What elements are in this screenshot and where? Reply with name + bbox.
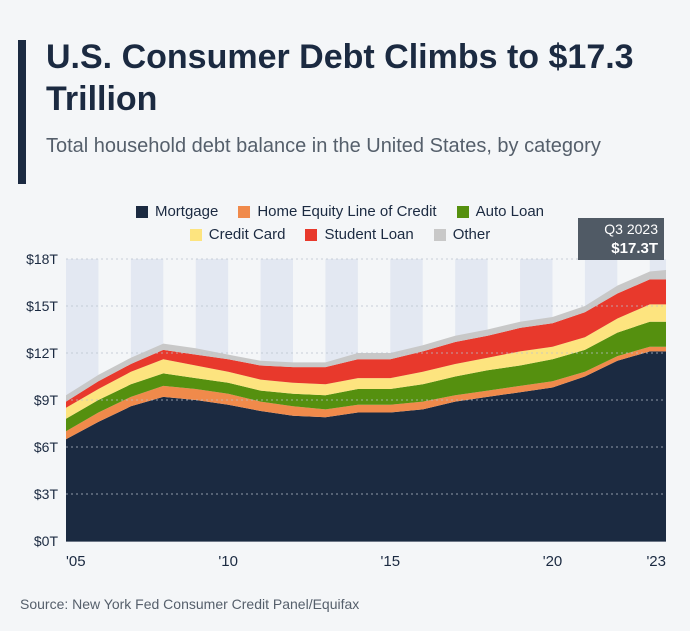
source-note: Source: New York Fed Consumer Credit Pan… — [20, 596, 360, 612]
x-tick-label: '20 — [543, 553, 563, 570]
area-auto — [66, 321, 666, 432]
legend-item-student: Student Loan — [305, 226, 414, 243]
legend-label-student: Student Loan — [324, 226, 414, 243]
legend-item-credit-card: Credit Card — [189, 226, 286, 243]
legend-swatch-other — [433, 228, 446, 241]
legend: Mortgage Home Equity Line of Credit Auto… — [60, 200, 620, 246]
legend-item-mortgage: Mortgage — [135, 203, 219, 220]
x-tick-label: '10 — [218, 553, 238, 570]
chart-title: U.S. Consumer Debt Climbs to $17.3 Trill… — [46, 38, 634, 118]
legend-swatch-mortgage — [135, 205, 148, 218]
x-tick-label: '15 — [381, 553, 401, 570]
latest-value-callout: Q3 2023 $17.3T — [578, 218, 664, 260]
gridlines — [66, 258, 666, 542]
legend-swatch-student — [305, 228, 318, 241]
callout-label: Q3 2023 — [604, 221, 658, 237]
legend-label-auto: Auto Loan — [475, 203, 545, 220]
legend-swatch-credit-card — [189, 228, 202, 241]
legend-row-1: Mortgage Home Equity Line of Credit Auto… — [60, 200, 620, 223]
x-axis: '05 '10 '15 '20 '23 — [66, 553, 666, 570]
y-tick-label: $9T — [34, 392, 59, 408]
x-tick-label: '23 — [646, 553, 666, 570]
legend-swatch-auto — [456, 205, 469, 218]
legend-item-heloc: Home Equity Line of Credit — [238, 203, 437, 220]
area-heloc — [66, 346, 666, 440]
title-accent-bar — [18, 40, 26, 184]
legend-label-mortgage: Mortgage — [154, 203, 219, 220]
legend-item-auto: Auto Loan — [456, 203, 545, 220]
y-tick-label: $6T — [34, 439, 59, 455]
y-tick-label: $3T — [34, 486, 59, 502]
y-tick-label: $0T — [34, 533, 59, 549]
legend-label-credit-card: Credit Card — [208, 226, 286, 243]
legend-row-2: Credit Card Student Loan Other — [60, 223, 620, 246]
legend-label-other: Other — [452, 226, 491, 243]
callout-value: $17.3T — [611, 240, 658, 257]
legend-item-other: Other — [433, 226, 491, 243]
chart-subtitle: Total household debt balance in the Unit… — [46, 135, 601, 157]
y-axis: $0T $3T $6T $9T $12T $15T $18T — [26, 251, 58, 549]
y-tick-label: $12T — [26, 345, 58, 361]
x-tick-label: '05 — [66, 553, 86, 570]
legend-label-heloc: Home Equity Line of Credit — [257, 203, 437, 220]
y-tick-label: $18T — [26, 251, 58, 267]
area-student — [66, 279, 666, 408]
legend-swatch-heloc — [238, 205, 251, 218]
y-tick-label: $15T — [26, 298, 58, 314]
stacked-area-chart: $0T $3T $6T $9T $12T $15T $18T '05 '10 '15 '20 '23 — [26, 251, 666, 570]
